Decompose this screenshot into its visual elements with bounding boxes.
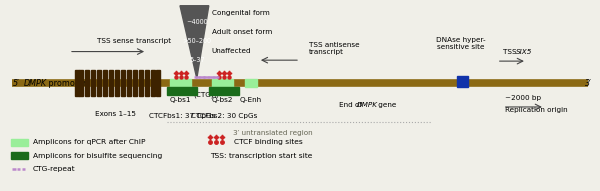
Bar	[156, 70, 160, 96]
Bar	[170, 79, 191, 87]
Bar	[103, 70, 107, 96]
Bar	[75, 70, 79, 96]
Bar	[209, 87, 239, 95]
Bar	[85, 70, 89, 96]
Text: Unaffected: Unaffected	[212, 48, 251, 54]
Bar	[212, 79, 233, 87]
Bar	[167, 87, 197, 95]
Text: 3′ untranslated region: 3′ untranslated region	[233, 130, 313, 136]
Text: CTCFbs2: 30 CpGs: CTCFbs2: 30 CpGs	[191, 113, 257, 119]
Text: (CTG): (CTG)	[193, 91, 214, 98]
Text: TSS antisense
transcript: TSS antisense transcript	[309, 42, 359, 55]
Text: ~2000 bp: ~2000 bp	[505, 95, 541, 101]
Text: promoter: promoter	[46, 79, 86, 88]
Bar	[91, 70, 95, 96]
Text: Q-bs1: Q-bs1	[169, 97, 191, 103]
Text: CTCFbs1: 37 CpGs: CTCFbs1: 37 CpGs	[149, 113, 215, 119]
Text: >50–200: >50–200	[182, 38, 211, 44]
Text: TSS: TSS	[503, 49, 518, 55]
Text: n: n	[215, 94, 218, 99]
Bar	[97, 70, 101, 96]
Bar	[121, 70, 125, 96]
Text: SIX5: SIX5	[516, 49, 532, 55]
Text: Amplicons for qPCR after ChIP: Amplicons for qPCR after ChIP	[33, 139, 146, 145]
Bar	[115, 70, 119, 96]
Bar	[133, 70, 137, 96]
Bar	[11, 139, 28, 146]
Text: TSS: transcription start site: TSS: transcription start site	[210, 153, 313, 159]
Text: Q-bs2: Q-bs2	[211, 97, 233, 103]
Polygon shape	[180, 6, 209, 78]
Text: gene: gene	[376, 102, 397, 108]
Text: TSS sense transcript: TSS sense transcript	[97, 38, 172, 44]
Text: Q-Enh: Q-Enh	[240, 97, 262, 103]
Bar	[151, 70, 155, 96]
Text: CTG-repeat: CTG-repeat	[33, 166, 76, 172]
Text: Replication origin: Replication origin	[505, 107, 568, 113]
Text: 5–37: 5–37	[189, 57, 205, 63]
Text: DMPK: DMPK	[24, 79, 47, 88]
Bar	[109, 70, 113, 96]
Bar	[139, 70, 143, 96]
Bar	[127, 70, 131, 96]
Text: Exons 1–15: Exons 1–15	[95, 111, 136, 117]
Bar	[245, 79, 257, 87]
Text: ~4000: ~4000	[186, 19, 208, 25]
Text: 3′: 3′	[585, 79, 592, 88]
Text: Amplicons for bisulfite sequencing: Amplicons for bisulfite sequencing	[33, 153, 162, 159]
Bar	[11, 152, 28, 159]
Text: DNAse hyper-
sensitive site: DNAse hyper- sensitive site	[436, 37, 485, 50]
Text: 5′: 5′	[13, 79, 20, 88]
Text: End of: End of	[339, 102, 364, 108]
Text: DMPK: DMPK	[357, 102, 378, 108]
Text: Congenital form: Congenital form	[212, 10, 269, 15]
Bar	[457, 76, 468, 87]
Text: Adult onset form: Adult onset form	[212, 29, 272, 35]
Bar	[79, 70, 83, 96]
Bar	[145, 70, 149, 96]
Text: CTCF binding sites: CTCF binding sites	[234, 139, 303, 145]
